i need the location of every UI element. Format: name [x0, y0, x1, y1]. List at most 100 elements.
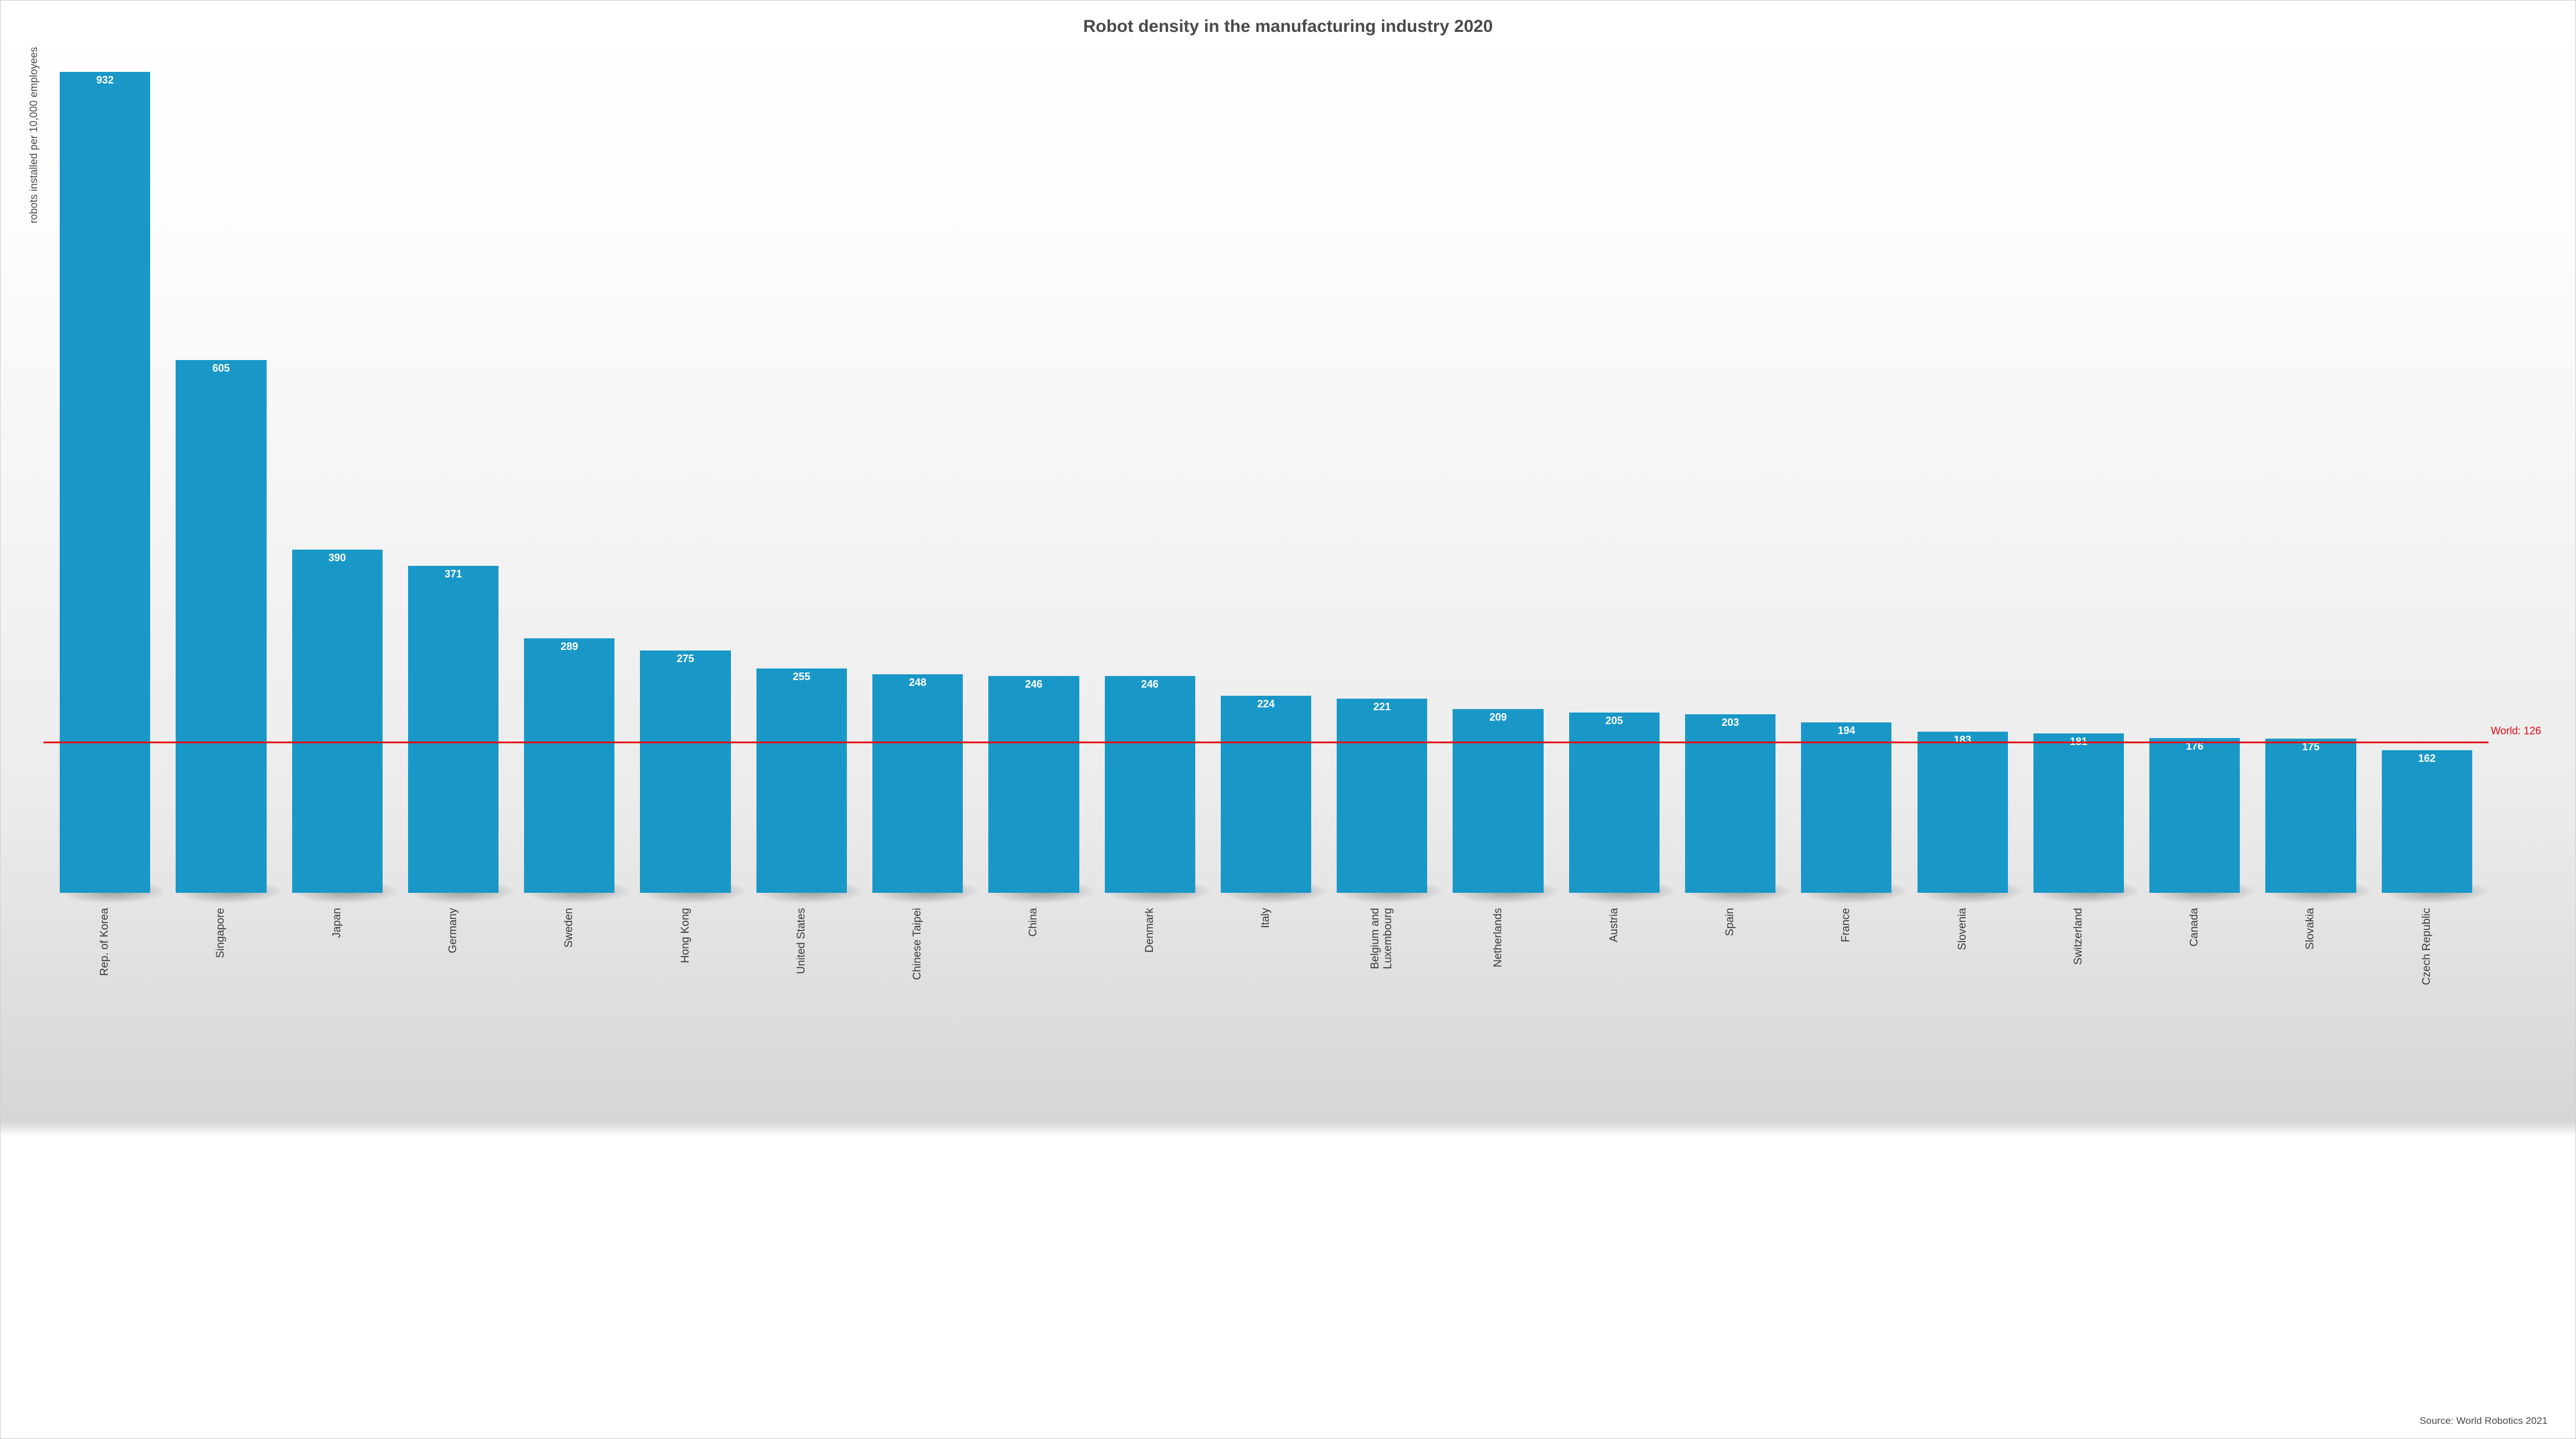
bar-value-label: 932 [60, 74, 150, 86]
bar-value-label: 194 [1801, 725, 1891, 737]
bar-value-label: 605 [176, 362, 266, 375]
bar-area: 224 [1208, 47, 1324, 893]
bar-area: 205 [1556, 47, 1672, 893]
bar-value-label: 255 [756, 671, 847, 683]
chart-area: 932Rep. of Korea605Singapore390Japan371G… [43, 47, 2552, 1412]
category-area: France [1788, 893, 1904, 1427]
bar-column: 255 United States [744, 47, 860, 1412]
bar: 390 [292, 550, 383, 893]
bar-value-label: 162 [2382, 753, 2472, 765]
bar-value-label: 221 [1337, 701, 1427, 713]
reference-line-label: World: 126 [2491, 725, 2541, 737]
plot-wrap: robots installed per 10,000 employees 93… [24, 47, 2552, 1427]
chart-frame: Robot density in the manufacturing indus… [0, 0, 2576, 1439]
bar-value-label: 209 [1453, 711, 1543, 724]
bar-column: 246 China [976, 47, 1091, 1412]
category-area: Slovenia [1905, 893, 2021, 1427]
bar-area: 183 [1905, 47, 2021, 893]
category-area: Canada [2137, 893, 2253, 1427]
bar-value-label: 390 [292, 552, 383, 564]
bar-area: 390 [279, 47, 395, 893]
bar: 246 [1105, 676, 1195, 893]
category-label: Czech Republic [2421, 908, 2433, 985]
category-area: Slovakia [2253, 893, 2368, 1427]
category-label: Belgium and Luxembourg [1369, 908, 1395, 969]
bar-value-label: 203 [1685, 717, 1775, 729]
category-area: Belgium and Luxembourg [1324, 893, 1440, 1427]
bar: 255 [756, 668, 847, 893]
category-label: Hong Kong [679, 908, 692, 963]
bar-area: 194 [1788, 47, 1904, 893]
category-area: Germany [395, 893, 511, 1427]
category-label: Germany [447, 908, 460, 953]
category-area: Sweden [511, 893, 627, 1427]
bar-area: 181 [2021, 47, 2137, 893]
bar: 181 [2033, 733, 2124, 893]
bar: 275 [640, 651, 730, 893]
bar-area: 255 [744, 47, 860, 893]
bar-column: 181 Switzerland [2021, 47, 2137, 1412]
bar: 932 [60, 72, 150, 893]
category-label: Denmark [1144, 908, 1156, 953]
category-label: Spain [1724, 908, 1737, 936]
bar-column: 162 Czech Republic [2369, 47, 2485, 1412]
bar: 605 [176, 360, 266, 893]
category-label: Rep. of Korea [99, 908, 111, 976]
bar-area: 289 [511, 47, 627, 893]
bar-column: 194 France [1788, 47, 1904, 1412]
category-label: Singapore [214, 908, 227, 958]
bar-value-label: 289 [524, 641, 614, 653]
bar-value-label: 248 [872, 677, 963, 689]
category-area: Italy [1208, 893, 1324, 1427]
bar-column: 183Slovenia [1905, 47, 2021, 1412]
category-area: Hong Kong [627, 893, 743, 1427]
bar: 209 [1453, 709, 1543, 893]
reference-line [43, 742, 2488, 743]
category-label: China [1027, 908, 1040, 937]
category-label: Austria [1608, 908, 1621, 942]
bar-area: 209 [1440, 47, 1556, 893]
bar-area: 162 [2369, 47, 2485, 893]
category-area: Czech Republic [2369, 893, 2485, 1427]
category-label: Netherlands [1492, 908, 1505, 967]
bar-column: 275 Hong Kong [627, 47, 743, 1412]
bar-value-label: 224 [1221, 698, 1311, 710]
bar-column: 209 Netherlands [1440, 47, 1556, 1412]
bar-column: 205 Austria [1556, 47, 1672, 1412]
category-label: Italy [1260, 908, 1272, 928]
category-area: Austria [1556, 893, 1672, 1427]
category-label: Sweden [563, 908, 576, 948]
chart-title: Robot density in the manufacturing indus… [24, 17, 2552, 37]
bar: 194 [1801, 722, 1891, 893]
bar-area: 371 [395, 47, 511, 893]
category-area: United States [744, 893, 860, 1427]
bar-area: 248 [860, 47, 976, 893]
bar-column: 932 Rep. of Korea [47, 47, 163, 1412]
bar-column: 248Chinese Taipei [860, 47, 976, 1412]
bar-column: 605 Singapore [163, 47, 279, 1412]
bar-area: 246 [1092, 47, 1208, 893]
bars-row: 932Rep. of Korea605Singapore390Japan371G… [43, 47, 2488, 1412]
category-label: France [1840, 908, 1853, 942]
bar: 176 [2149, 738, 2240, 893]
category-area: Denmark [1092, 893, 1208, 1427]
category-area: Netherlands [1440, 893, 1556, 1427]
bar-value-label: 275 [640, 653, 730, 665]
category-area: China [976, 893, 1091, 1427]
category-area: Switzerland [2021, 893, 2137, 1427]
bar-area: 275 [627, 47, 743, 893]
category-label: Switzerland [2072, 908, 2085, 965]
category-area: Chinese Taipei [860, 893, 976, 1427]
category-label: Canada [2188, 908, 2201, 947]
bar-column: 221 Belgium and Luxembourg [1324, 47, 1440, 1412]
bar-column: 224 Italy [1208, 47, 1324, 1412]
bar-column: 176 Canada [2137, 47, 2253, 1412]
bar-area: 246 [976, 47, 1091, 893]
category-area: Japan [279, 893, 395, 1427]
bar: 371 [408, 566, 499, 893]
chart-and-source: 932 Rep. of Korea 605 Singapore 390 Japan371 G… [43, 47, 2552, 1427]
category-area: Spain [1672, 893, 1788, 1427]
bar-area: 932 [47, 47, 163, 893]
category-label: United States [795, 908, 808, 974]
category-area: Singapore [163, 893, 279, 1427]
